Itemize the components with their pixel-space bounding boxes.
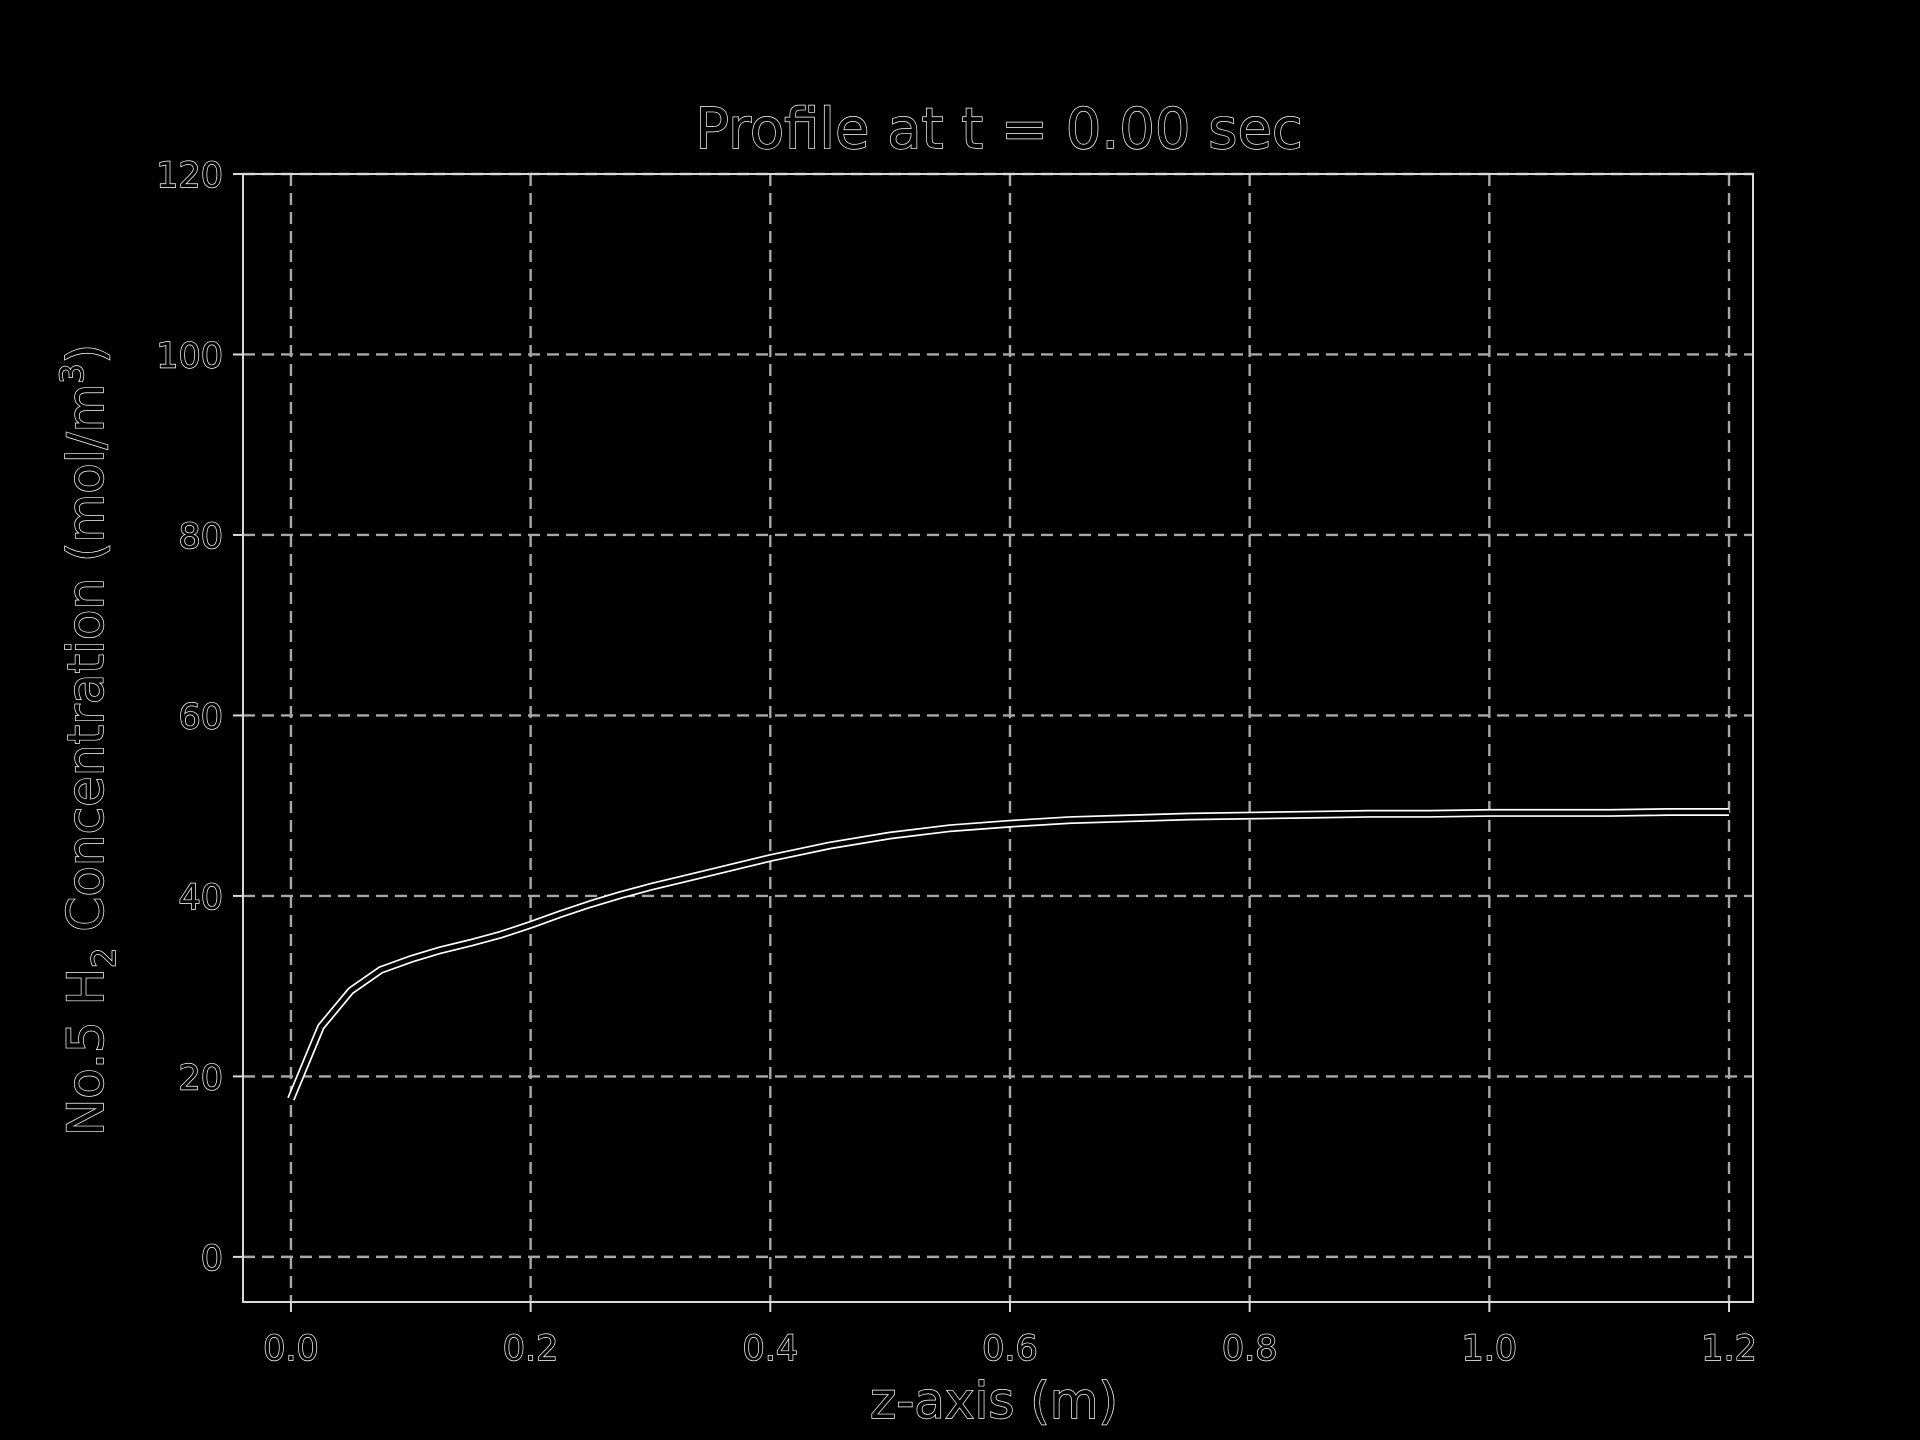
x-tick-label: 0.2 (503, 1329, 559, 1369)
y-axis-label-suffix: ) (57, 344, 115, 364)
x-tick-label: 0.4 (742, 1329, 798, 1369)
tick-layer: 0.0 0.2 0.4 0.6 0.8 1.0 1.2 0 20 40 60 80 100 120 (155, 155, 1757, 1369)
y-tick-label: 0 (201, 1239, 223, 1279)
grid-layer (243, 172, 1753, 1302)
series-layer (287, 808, 1729, 1101)
y-tick-label: 80 (178, 517, 223, 557)
chart-title: Profile at t = 0.00 sec (695, 97, 1302, 162)
x-tick-label: 0.6 (982, 1329, 1038, 1369)
y-tick-label: 20 (178, 1058, 223, 1098)
y-tick-label: 120 (156, 156, 223, 196)
x-axis-label: z-axis (m) (870, 1372, 1118, 1430)
y-axis-label-subscript: 2 (85, 947, 123, 967)
y-axis-label: No.5 H2 Concentration (mol/m3) (53, 344, 123, 1136)
series-line (288, 809, 1729, 1100)
x-tick-label: 1.2 (1701, 1329, 1757, 1369)
y-axis-label-prefix: No.5 H (57, 968, 115, 1136)
y-tick-label: 100 (156, 336, 223, 376)
y-axis-label-middle: Concentration (mol/m (57, 384, 115, 948)
x-tick-label: 1.0 (1462, 1329, 1518, 1369)
y-tick-label: 40 (178, 878, 223, 918)
x-tick-label: 0.8 (1222, 1329, 1278, 1369)
x-tick-label: 0.0 (263, 1329, 319, 1369)
y-tick-label: 60 (178, 697, 223, 737)
y-axis-label-superscript: 3 (53, 363, 91, 383)
plot-area-frame (242, 173, 1754, 1303)
